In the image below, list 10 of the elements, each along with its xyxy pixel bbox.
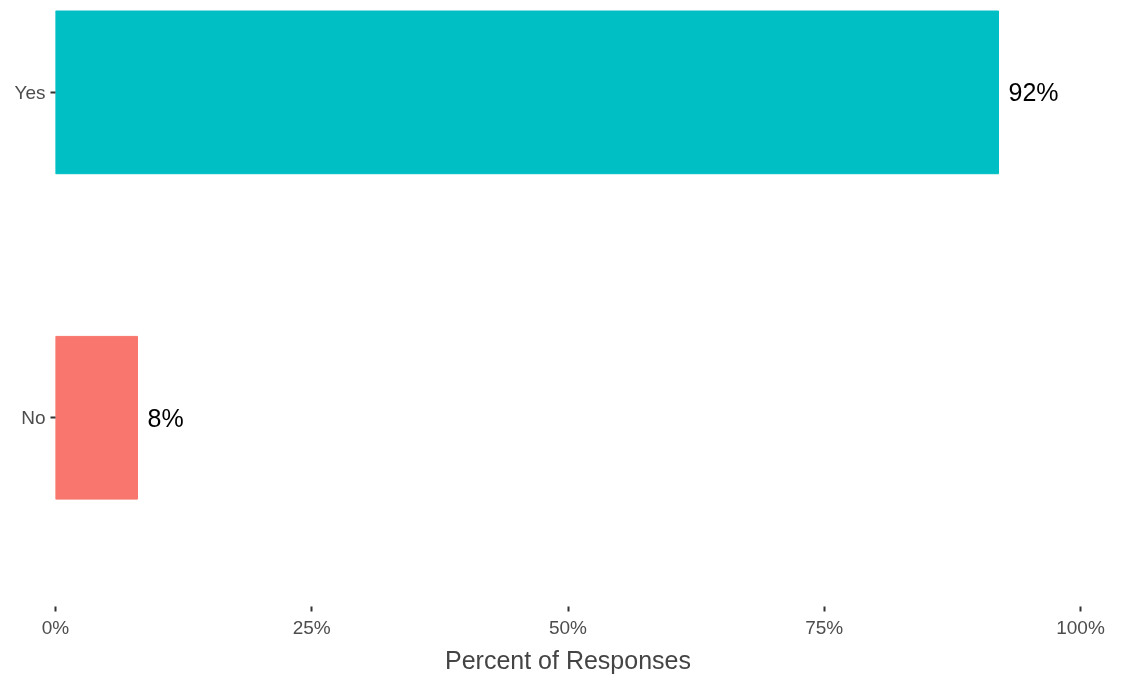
x-tick-label: 0% — [41, 616, 70, 638]
x-tick-label: 75% — [805, 616, 844, 638]
x-tick-label: 100% — [1056, 616, 1105, 638]
x-tick-label: 25% — [292, 616, 331, 638]
y-tick-label: Yes — [14, 81, 46, 103]
data-label: 8% — [147, 403, 184, 432]
y-tick-label: No — [21, 407, 46, 429]
x-axis-title: Percent of Responses — [445, 645, 691, 674]
data-label: 92% — [1008, 78, 1059, 107]
x-tick-label: 50% — [548, 616, 588, 638]
